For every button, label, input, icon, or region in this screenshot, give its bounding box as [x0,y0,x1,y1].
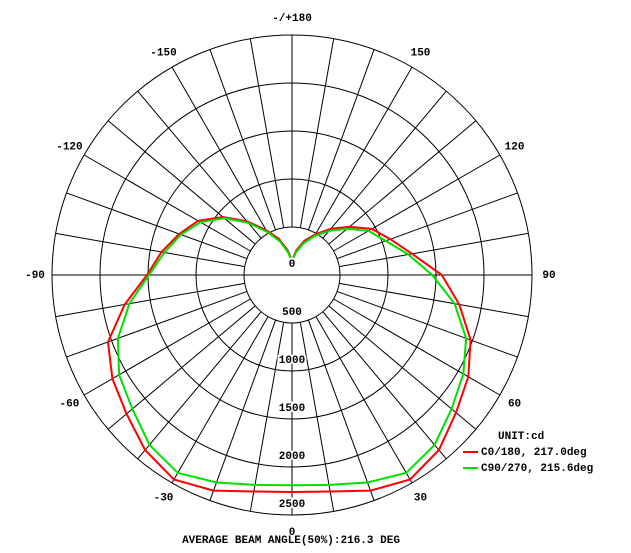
r-tick-label: 500 [282,307,302,319]
grid [51,34,533,516]
legend-label: C90/270, 215.6deg [481,463,593,475]
r-tick-label: 1500 [279,403,305,415]
r-tick-label: 0 [289,259,296,271]
theta-tick-label: -60 [60,398,80,410]
ring [243,226,341,324]
theta-tick-label: 90 [542,270,555,282]
theta-tick-label: 120 [505,141,525,153]
curves [106,215,472,494]
theta-tick-label: -90 [25,270,45,282]
r-tick-label: 2500 [279,499,305,511]
series-curve [106,215,472,494]
theta-tick-label: 60 [508,398,521,410]
theta-tick-label: -/+180 [272,13,312,25]
footer: AVERAGE BEAM ANGLE(50%):216.3 DEG [182,535,400,547]
r-tick-label: 1000 [279,355,305,367]
unit-label: UNIT:cd [498,431,544,443]
ring [51,34,533,516]
legend-label: C0/180, 217.0deg [481,447,587,459]
r-tick-label: 2000 [279,451,305,463]
theta-tick-label: 0 [289,527,296,539]
theta-tick-label: -150 [150,47,176,59]
theta-tick-label: 150 [411,47,431,59]
ring [195,178,389,372]
series-curve [116,217,468,487]
theta-tick-label: 30 [414,492,427,504]
theta-tick-label: -120 [56,141,82,153]
theta-tick-label: -30 [154,492,174,504]
ring [99,82,485,468]
labels: 0 500 1000 1500 2000 2500 -/+180 150 120 90 60 30 0 -… [25,13,593,539]
